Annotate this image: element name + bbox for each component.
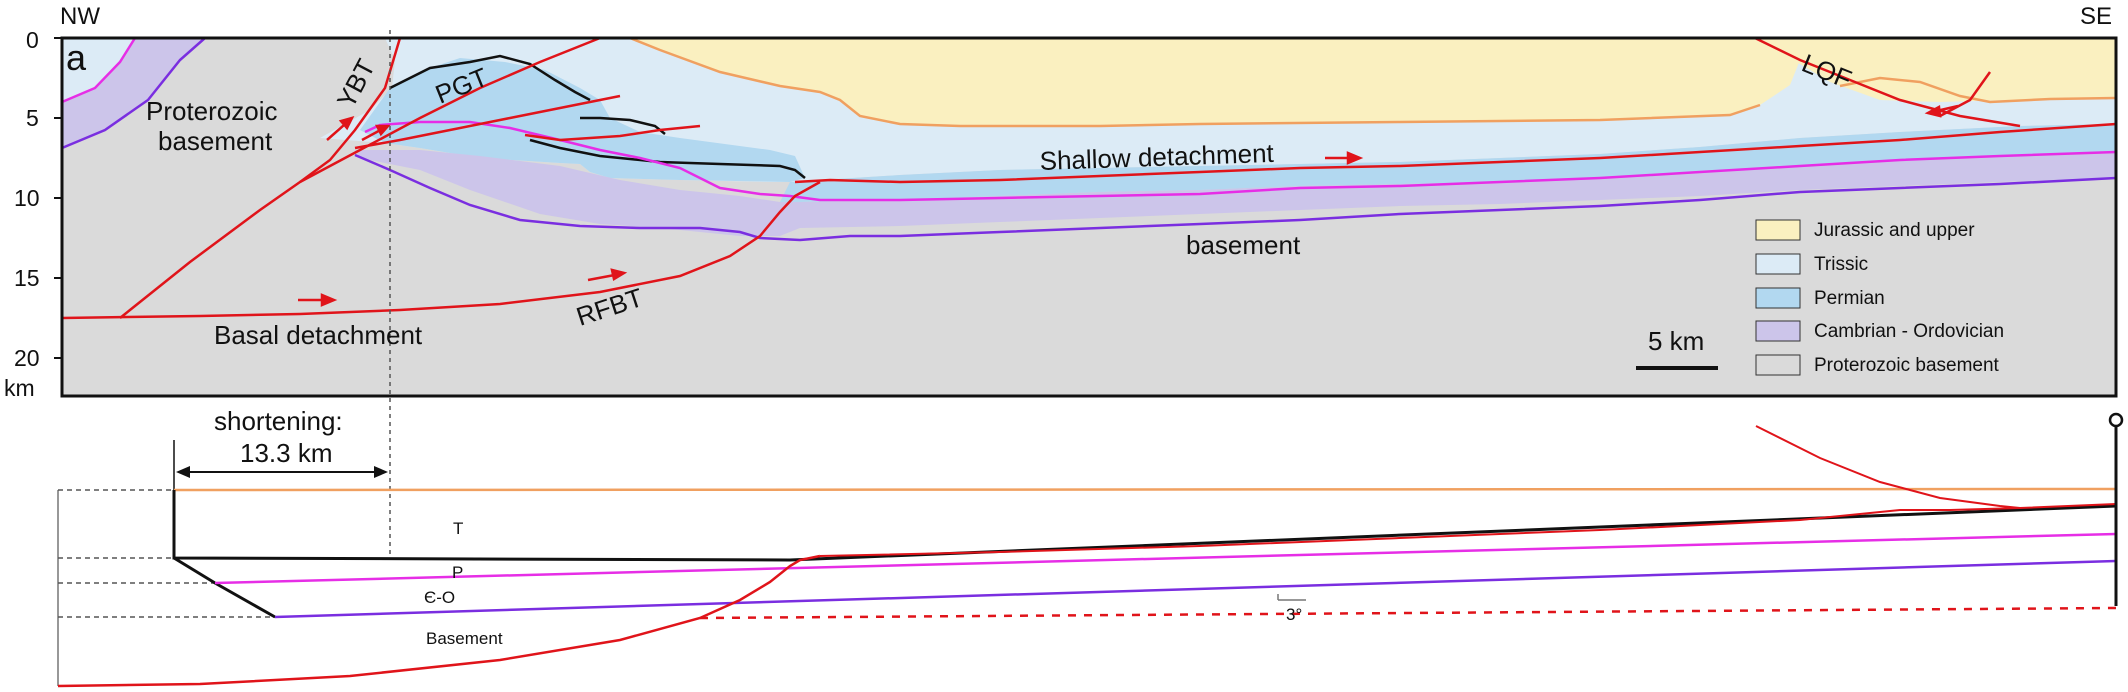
depth-tick-10: 10 xyxy=(14,185,40,211)
restored-section: shortening: 13.3 km T P Є-O Basement 3° xyxy=(57,406,2124,688)
se-label: SE xyxy=(2080,3,2112,30)
proterozoic-basement-label-1: Proterozoic xyxy=(146,96,278,126)
cambrian-base-line xyxy=(354,153,2117,242)
nw-block-cambrian xyxy=(62,38,205,148)
cross-section-panel: a NW SE 0 5 10 15 20 km Proterozoic base… xyxy=(4,3,2118,558)
basement-label: basement xyxy=(1186,230,1301,260)
legend-swatch-basement xyxy=(1755,354,1801,376)
restored-permian-top xyxy=(172,490,2117,562)
permian-area xyxy=(360,58,805,182)
lqf-antithetic-fault xyxy=(1939,71,1992,118)
panel-letter: a xyxy=(66,37,87,78)
restored-label-basement: Basement xyxy=(426,629,503,648)
restored-label-p: P xyxy=(452,563,463,582)
legend: Jurassic and upper Trissic Permian Cambr… xyxy=(1755,219,2004,376)
pgt-fault xyxy=(299,36,601,184)
permian-base-line xyxy=(364,120,2117,202)
lqf-fault xyxy=(1754,36,2021,128)
jurassic-area xyxy=(630,38,2116,102)
nw-block-triassic xyxy=(62,38,135,102)
restored-permian-base xyxy=(214,532,2117,585)
basal-detachment-fault xyxy=(61,180,821,320)
jurassic-base-line-east xyxy=(1839,76,2117,104)
legend-label-jurassic: Jurassic and upper xyxy=(1814,220,1975,241)
scale-bar-label: 5 km xyxy=(1648,326,1704,356)
pgt-splay-fault-1 xyxy=(354,94,621,150)
shortening-value: 13.3 km xyxy=(240,438,333,468)
basal-detachment-label: Basal detachment xyxy=(214,320,423,350)
restored-cambrian-base xyxy=(274,559,2117,619)
shortening-arrowhead-left xyxy=(176,466,190,478)
permian-top-line xyxy=(389,54,806,179)
restored-shallow-fault xyxy=(819,503,2117,557)
restored-basal-fault xyxy=(57,554,821,688)
pgt-splay-fault-2 xyxy=(524,124,701,142)
restored-basement-extension xyxy=(699,606,2117,620)
legend-label-cambrian: Cambrian - Ordovician xyxy=(1814,321,2004,342)
restored-ramp xyxy=(173,556,276,619)
restored-label-co: Є-O xyxy=(424,588,455,607)
jurassic-area-main xyxy=(630,38,1800,126)
ybt-fault xyxy=(119,37,402,319)
restored-label-t: T xyxy=(453,519,463,538)
legend-swatch-jurassic xyxy=(1755,219,1801,241)
restored-lqf-fault xyxy=(1755,425,2021,509)
legend-swatch-cambrian xyxy=(1755,320,1801,342)
slip-arrows xyxy=(298,104,1959,307)
depth-unit: km xyxy=(4,375,35,401)
restored-right-pin-head xyxy=(2108,412,2124,428)
legend-label-triassic: Trissic xyxy=(1814,254,1868,275)
nw-block-permian-base-line xyxy=(61,37,137,104)
nw-label: NW xyxy=(60,3,100,30)
dip-label: 3° xyxy=(1286,605,1302,624)
legend-label-permian: Permian xyxy=(1814,288,1885,309)
scale-bar: 5 km xyxy=(1636,326,1718,370)
legend-swatch-permian xyxy=(1755,287,1801,309)
shortening-arrowhead-right xyxy=(374,466,388,478)
jurassic-base-line xyxy=(629,36,1761,128)
depth-tick-0: 0 xyxy=(26,27,39,53)
depth-tick-20: 20 xyxy=(14,345,40,371)
nw-block-cambrian-base-line xyxy=(61,37,206,150)
depth-axis: 0 5 10 15 20 km xyxy=(4,27,63,401)
legend-label-basement: Proterozoic basement xyxy=(1814,355,2000,376)
depth-tick-5: 5 xyxy=(26,105,39,131)
proterozoic-basement-label-2: basement xyxy=(158,126,273,156)
legend-swatch-triassic xyxy=(1755,253,1801,275)
depth-tick-15: 15 xyxy=(14,265,40,291)
shallow-detachment-fault xyxy=(794,122,2117,184)
restored-jurassic-base xyxy=(173,487,2117,492)
shortening-label: shortening: xyxy=(214,406,343,436)
